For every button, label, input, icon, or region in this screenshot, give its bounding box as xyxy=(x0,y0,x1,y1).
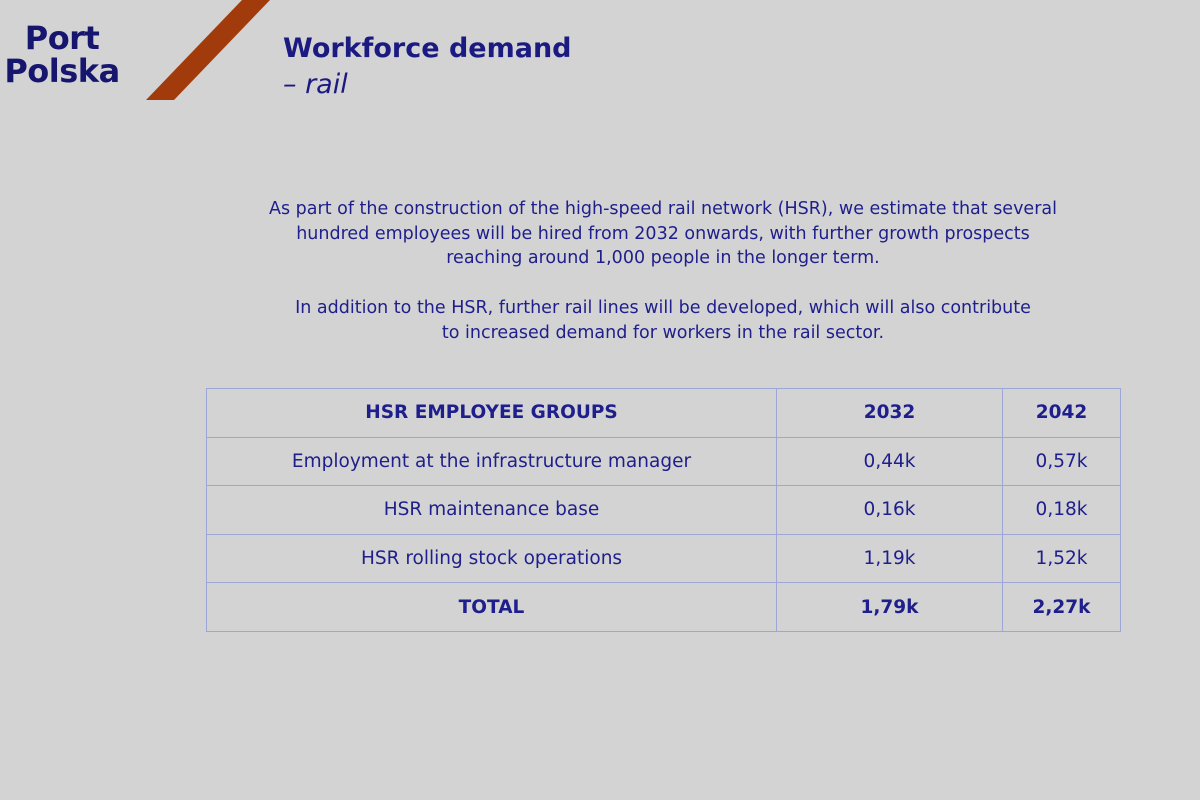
text-line: to increased demand for workers in the r… xyxy=(441,322,885,343)
text-line: As part of the construction of the high-… xyxy=(269,199,1057,219)
header-cell: 2042 xyxy=(1002,388,1121,438)
logo: Port Polska xyxy=(4,22,120,88)
stripe xyxy=(146,0,270,100)
header-cell: 2032 xyxy=(776,388,1003,438)
table-cell: HSR rolling stock operations xyxy=(206,533,777,584)
header-cell: HSR EMPLOYEE GROUPS xyxy=(206,388,777,438)
table-cell: 1,19k xyxy=(776,533,1003,584)
table-cell: HSR maintenance base xyxy=(206,485,777,535)
total-cell: TOTAL xyxy=(206,582,777,632)
table-cell: Employment at the infrastructure manager xyxy=(206,436,777,487)
logo-line: Polska xyxy=(4,52,120,90)
table-row: HSR rolling stock operations 1,19k 1,52k xyxy=(206,533,1121,584)
text-line: hundred employees will be hired from 203… xyxy=(296,223,1030,244)
header-row: HSR EMPLOYEE GROUPS 2032 2042 xyxy=(206,388,1121,438)
table-row: Employment at the infrastructure manager… xyxy=(206,436,1121,487)
total-row: TOTAL 1,79k 2,27k xyxy=(206,582,1121,632)
total-cell: 1,79k xyxy=(776,582,1003,632)
total-cell: 2,27k xyxy=(1002,582,1121,632)
paragraph: In addition to the HSR, further rail lin… xyxy=(180,296,1146,345)
table-cell: 0,44k xyxy=(776,436,1003,487)
employee-table: HSR EMPLOYEE GROUPS 2032 2042 Employment a… xyxy=(206,388,1121,632)
title: Workforce demand xyxy=(283,33,572,64)
text-line: In addition to the HSR, further rail lin… xyxy=(295,298,1031,318)
subtitle: – rail xyxy=(283,69,348,100)
table-row: HSR maintenance base 0,16k 0,18k xyxy=(206,485,1121,535)
decor-stripe xyxy=(146,0,270,100)
logo-line: Port xyxy=(24,19,100,57)
table-cell: 0,18k xyxy=(1002,485,1121,535)
table-cell: 1,52k xyxy=(1002,533,1121,584)
paragraph: As part of the construction of the high-… xyxy=(180,197,1146,271)
table-cell: 0,57k xyxy=(1002,436,1121,487)
table-cell: 0,16k xyxy=(776,485,1003,535)
text-line: reaching around 1,000 people in the long… xyxy=(446,248,880,269)
